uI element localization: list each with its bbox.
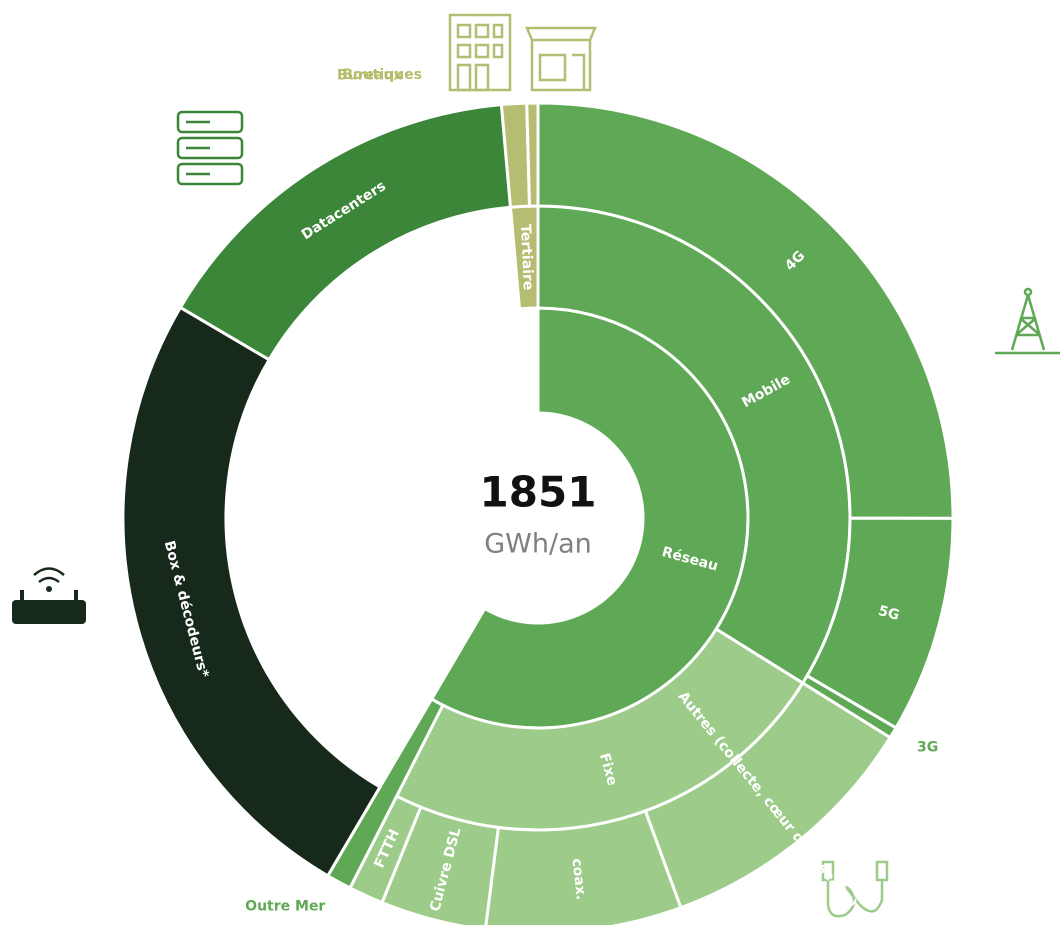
slice	[325, 697, 445, 890]
slice	[121, 305, 382, 878]
icons	[12, 13, 1060, 918]
slice	[536, 101, 955, 520]
buildings-icon	[448, 13, 597, 92]
slice	[178, 102, 513, 362]
router-icon	[12, 567, 86, 624]
outside-label: Boutiques	[342, 67, 422, 83]
slice	[525, 101, 540, 208]
slice-label: 5G	[876, 603, 901, 624]
outside-label: Bureaux	[337, 68, 402, 84]
tower-icon	[995, 287, 1060, 355]
center-total: 1851	[480, 468, 597, 517]
server-icon	[176, 110, 244, 186]
outside-label: 3G	[917, 739, 938, 755]
cable-icon	[821, 860, 889, 918]
slices	[121, 101, 955, 925]
center-unit: GWh/an	[484, 529, 592, 560]
slice-label: coax.	[568, 858, 589, 901]
slice-label: Tertiaire	[517, 224, 536, 291]
outside-label: Outre Mer	[245, 899, 325, 915]
